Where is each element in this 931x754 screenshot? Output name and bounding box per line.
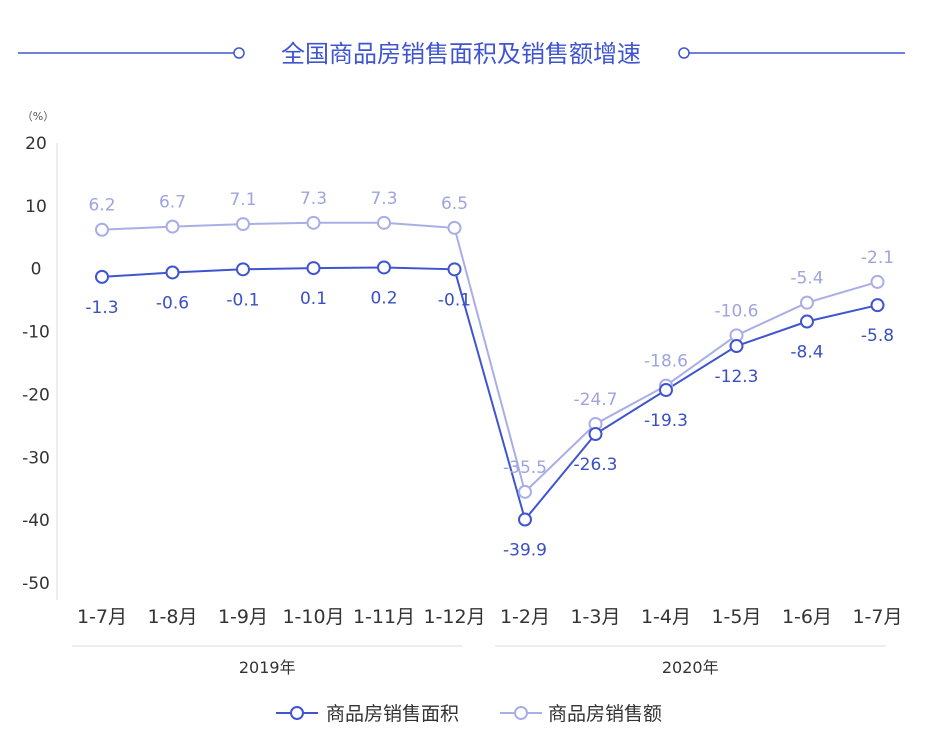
x-tick-label: 1-2月 [500,606,550,628]
series-line-amount [101,221,878,494]
data-label-area: -8.4 [790,343,823,363]
x-tick-label: 1-10月 [282,606,344,628]
data-label-amount: -18.6 [644,352,688,372]
x-tick-label: 1-12月 [423,606,485,628]
data-label-area: -1.3 [85,298,118,318]
data-point-amount [447,220,462,235]
data-label-area: -0.1 [226,290,259,310]
data-point-amount [870,274,885,289]
x-tick-label: 1-4月 [641,606,691,628]
data-point-area [588,427,603,442]
data-point-amount [306,215,321,230]
y-tick-label: 20 [25,134,47,154]
data-label-amount: -35.5 [503,458,547,478]
data-label-area: 0.2 [370,288,397,308]
y-tick-label: -30 [22,448,50,468]
data-point-area [377,260,391,275]
x-tick-label: 1-6月 [782,606,832,628]
series-points [95,215,885,527]
data-labels: -1.3 -0.6 -0.1 0.1 0.2 -0.1 -39.9 -26.3 -19.3 -12… [85,189,894,561]
y-tick-label: -50 [22,574,50,594]
data-point-amount [377,215,391,230]
data-label-area: -39.9 [503,541,547,561]
data-label-area: -19.3 [644,411,688,431]
title-ornament-left [233,47,245,59]
legend-label: 商品房销售面积 [326,703,459,725]
y-tick-label: -10 [22,323,50,343]
legend-label: 商品房销售额 [548,703,662,725]
x-tick-label: 1-7月 [852,606,902,628]
title-area: 全国商品房销售面积及销售额增速 [18,40,905,68]
data-label-area: -5.8 [861,326,894,346]
data-label-amount: 6.7 [159,193,186,213]
x-axis-categories: 1-7月 1-8月 1-9月 1-10月 1-11月 1-12月 1-2月 1-3月 1-4月 1… [77,606,903,628]
data-point-amount [95,222,109,237]
data-point-amount [165,219,180,234]
data-label-area: -12.3 [715,367,759,387]
data-point-area [95,269,109,284]
data-point-area [236,262,250,277]
x-tick-label: 1-8月 [147,606,197,628]
data-point-area [447,262,462,277]
x-tick-label: 1-11月 [353,606,415,628]
legend: 商品房销售面积 商品房销售额 [276,703,662,725]
data-label-amount: 6.2 [88,196,115,216]
title-ornament-right [678,47,690,59]
data-label-amount: 7.3 [300,189,327,209]
x-tick-label: 1-9月 [218,606,268,628]
y-axis-unit: （%） [22,110,54,123]
data-point-area [729,339,744,354]
data-point-area [800,314,814,329]
data-label-area: -26.3 [574,455,618,475]
data-label-amount: 7.3 [370,189,397,209]
year-group-label: 2020年 [662,658,719,677]
data-label-amount: -5.4 [790,269,823,289]
series-lines [101,221,878,522]
chart-title: 全国商品房销售面积及销售额增速 [281,40,641,68]
x-tick-label: 1-3月 [570,606,620,628]
legend-swatch-marker [514,706,528,720]
data-point-area [518,512,532,527]
data-point-area [659,383,673,398]
data-label-amount: 6.5 [441,194,468,214]
data-point-area [870,298,885,313]
y-tick-label: 0 [31,260,42,280]
y-tick-label: -40 [22,511,50,531]
data-label-area: 0.1 [300,289,327,309]
year-group-label: 2019年 [239,658,296,677]
data-point-amount [800,295,814,310]
x-axis-year-groups: 2019年 2020年 [72,645,886,677]
data-label-amount: -2.1 [861,248,894,268]
data-point-amount [518,484,532,499]
y-axis-ticks: 20 10 0 -10 -20 -30 -40 -50 [22,134,50,594]
data-label-amount: 7.1 [229,190,256,210]
x-tick-label: 1-5月 [711,606,761,628]
x-tick-label: 1-7月 [77,606,127,628]
data-point-area [306,261,321,276]
data-label-area: -0.1 [438,290,471,310]
data-point-amount [236,217,250,232]
y-tick-label: 10 [25,197,47,217]
y-tick-label: -20 [22,385,50,405]
data-label-amount: -24.7 [574,390,618,410]
series-line-area [101,266,878,522]
data-label-area: -0.6 [156,293,189,313]
legend-swatch-marker [290,706,304,720]
data-label-amount: -10.6 [715,301,759,321]
data-point-area [165,265,180,280]
